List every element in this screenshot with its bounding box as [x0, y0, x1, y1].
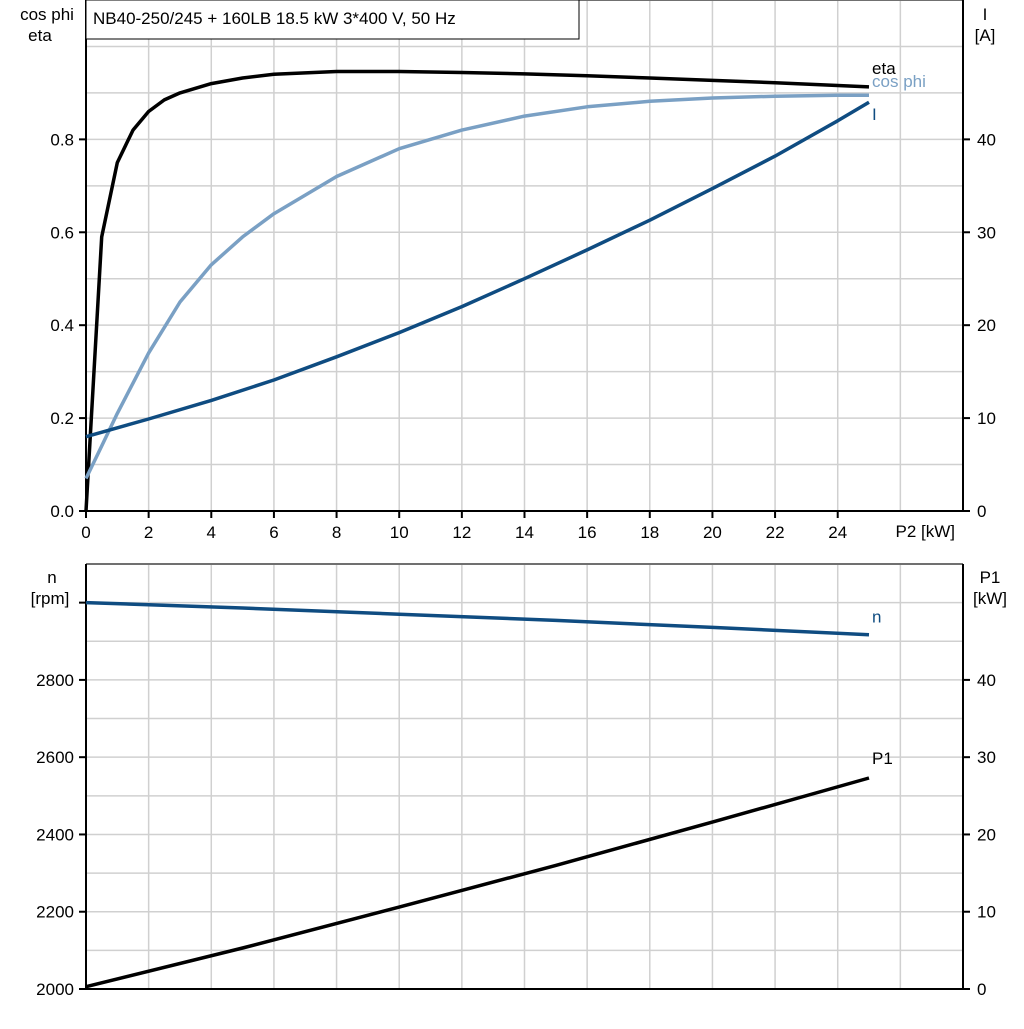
x-tick-label: 24	[828, 523, 847, 542]
right-tick-label: 30	[977, 748, 996, 767]
left-tick-label: 0.0	[50, 502, 74, 521]
x-tick-label: 20	[703, 523, 722, 542]
bottom-plot: 2000 2200 2400 2600 2800 0 10 20 30 40 n P1	[36, 563, 996, 999]
left-tick-label: 2400	[36, 825, 74, 844]
x-tick-label: 6	[269, 523, 278, 542]
right-tick-label: 10	[977, 903, 996, 922]
x-tick-label: 14	[515, 523, 534, 542]
right-tick-label: 20	[977, 825, 996, 844]
top-left-axis-label-2: eta	[28, 26, 52, 45]
left-tick-label: 2000	[36, 980, 74, 999]
series-eta-line	[84, 69, 870, 512]
series-i-line	[85, 100, 870, 439]
top-left-axis-label-1: cos phi	[20, 5, 74, 24]
bottom-left-axis-label-2: [rpm]	[31, 589, 70, 608]
right-tick-label: 40	[977, 671, 996, 690]
left-tick-label: 0.8	[50, 130, 74, 149]
x-tick-label: 10	[390, 523, 409, 542]
series-cos-phi-line	[84, 93, 869, 480]
bottom-right-axis-label-2: [kW]	[973, 589, 1007, 608]
series-n-label: n	[872, 608, 881, 627]
right-tick-label: 0	[977, 502, 986, 521]
left-tick-label: 2600	[36, 748, 74, 767]
bottom-left-axis-label-1: n	[47, 568, 56, 587]
left-tick-label: 0.6	[50, 223, 74, 242]
left-tick-label: 2800	[36, 671, 74, 690]
right-tick-label: 0	[977, 980, 986, 999]
series-p1-label: P1	[872, 749, 893, 768]
left-tick-label: 2200	[36, 903, 74, 922]
title-box: NB40-250/245 + 160LB 18.5 kW 3*400 V, 50…	[85, 0, 580, 40]
series-p1-line	[85, 776, 870, 989]
series-n-line	[85, 600, 870, 637]
bottom-right-axis-label-1: P1	[980, 568, 1001, 587]
series-cos-phi-label: cos phi	[872, 72, 926, 91]
right-tick-label: 20	[977, 316, 996, 335]
right-tick-label: 40	[977, 130, 996, 149]
x-tick-label: 8	[332, 523, 341, 542]
right-tick-label: 30	[977, 223, 996, 242]
chart-title: NB40-250/245 + 160LB 18.5 kW 3*400 V, 50…	[93, 9, 456, 28]
x-tick-label: 12	[452, 523, 471, 542]
x-tick-label: 22	[766, 523, 785, 542]
right-tick-label: 10	[977, 409, 996, 428]
x-axis-label: P2 [kW]	[895, 522, 955, 541]
x-tick-label: 0	[81, 523, 90, 542]
x-tick-label: 18	[640, 523, 659, 542]
top-right-axis-label-1: I	[983, 5, 988, 24]
left-tick-label: 0.2	[50, 409, 74, 428]
left-tick-label: 0.4	[50, 316, 74, 335]
top-right-axis-label-2: [A]	[975, 26, 996, 45]
x-tick-label: 4	[207, 523, 216, 542]
series-eta-label: eta	[872, 59, 896, 78]
series-i-label: I	[872, 105, 877, 124]
x-tick-label: 16	[578, 523, 597, 542]
x-tick-label: 2	[144, 523, 153, 542]
